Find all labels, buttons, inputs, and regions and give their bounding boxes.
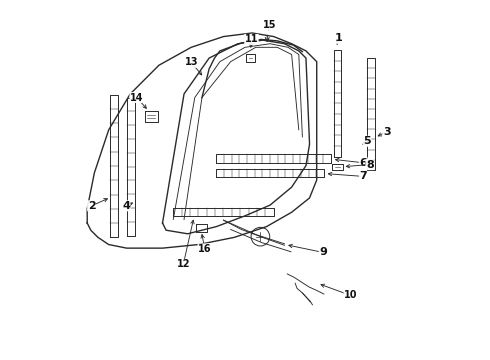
Text: 2: 2 <box>88 201 96 211</box>
Text: 15: 15 <box>263 20 276 30</box>
Text: 12: 12 <box>176 259 190 269</box>
Text: 13: 13 <box>184 57 198 67</box>
Text: 5: 5 <box>363 136 371 146</box>
Text: 3: 3 <box>383 127 391 136</box>
Text: 7: 7 <box>360 171 367 181</box>
Text: 6: 6 <box>359 158 368 168</box>
Text: 16: 16 <box>198 244 212 254</box>
Text: 8: 8 <box>366 159 374 170</box>
Text: 14: 14 <box>130 93 144 103</box>
Text: 9: 9 <box>319 247 327 257</box>
Text: 10: 10 <box>344 291 358 301</box>
Text: 11: 11 <box>245 35 258 44</box>
Text: 1: 1 <box>334 33 342 43</box>
Text: 4: 4 <box>122 201 130 211</box>
